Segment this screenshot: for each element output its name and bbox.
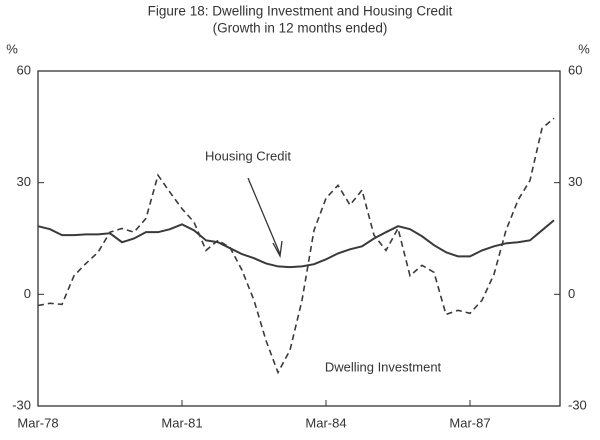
annotation-arrow xyxy=(247,177,281,255)
y2-tick-label: -30 xyxy=(568,397,587,412)
series-line xyxy=(37,117,555,375)
series-label: Dwelling Investment xyxy=(325,359,442,374)
y-tick-label: 60 xyxy=(17,62,31,77)
y2-tick-label: 30 xyxy=(568,174,582,189)
y-tick-label: 0 xyxy=(24,286,31,301)
y-tick-label: 30 xyxy=(17,174,31,189)
x-tick-label: Mar-87 xyxy=(449,415,490,430)
series-line xyxy=(37,219,555,269)
series-label: Housing Credit xyxy=(205,148,291,163)
y2-tick-label: 0 xyxy=(568,286,575,301)
arrow-head xyxy=(272,240,283,259)
plot-frame xyxy=(37,70,561,407)
y2-unit: % xyxy=(578,41,590,56)
y2-tick-label: 60 xyxy=(568,62,582,77)
chart-subtitle: (Growth in 12 months ended) xyxy=(213,21,388,36)
x-tick-label: Mar-78 xyxy=(17,415,58,430)
y-unit: % xyxy=(6,41,18,56)
x-tick-label: Mar-84 xyxy=(305,415,346,430)
chart-title: Figure 18: Dwelling Investment and Housi… xyxy=(148,4,453,19)
x-tick-label: Mar-81 xyxy=(161,415,202,430)
y-tick-label: -30 xyxy=(12,397,31,412)
